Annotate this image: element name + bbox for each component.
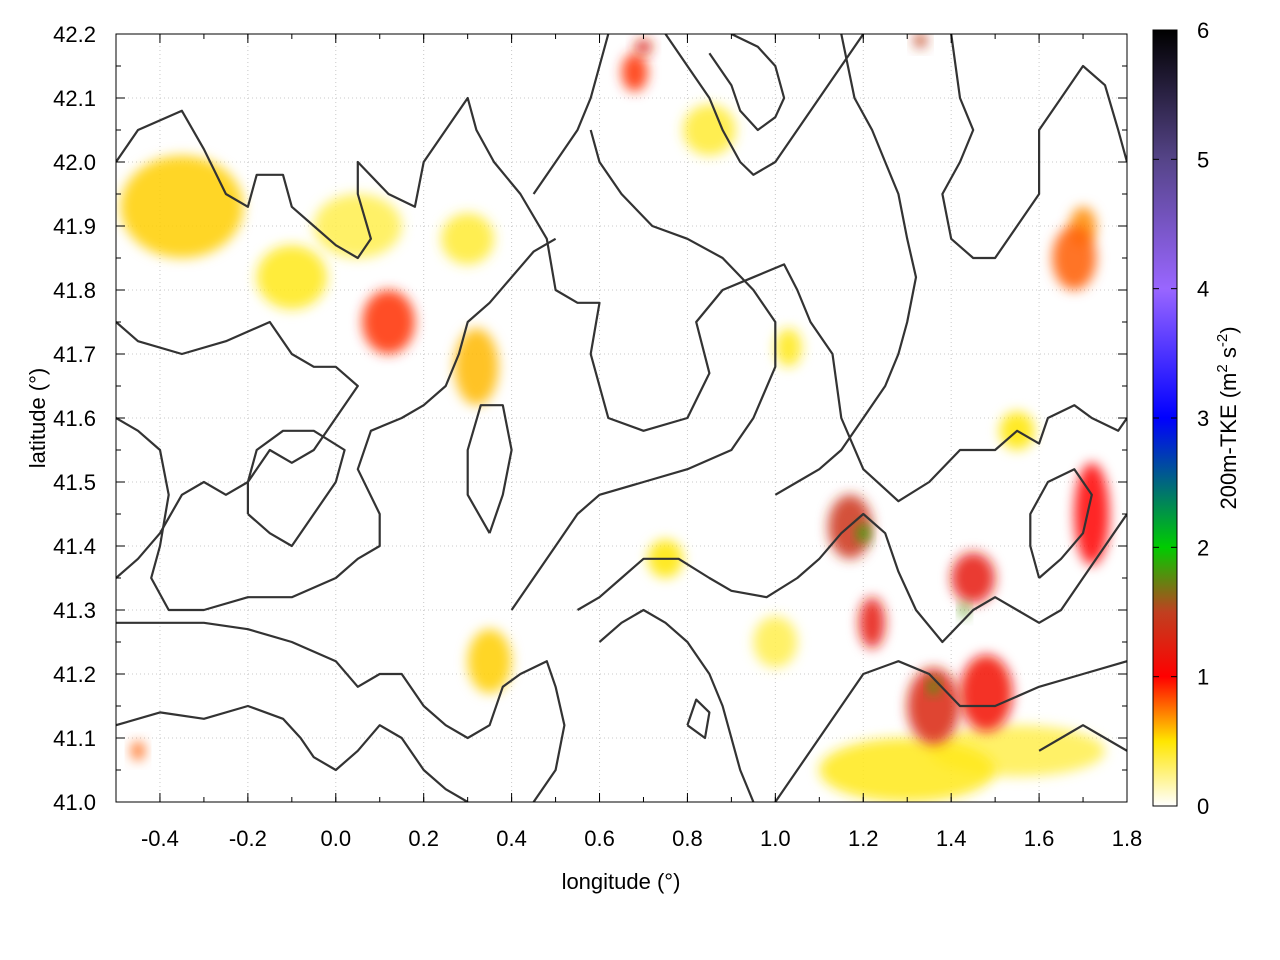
tke-hotspot bbox=[467, 629, 512, 694]
y-tick-label: 41.9 bbox=[53, 214, 96, 239]
tke-hotspot bbox=[928, 679, 939, 695]
tke-hotspot bbox=[959, 602, 969, 618]
colorbar-ticks: 0 1 2 3 4 5 6 bbox=[1153, 18, 1209, 819]
tke-hotspot bbox=[362, 290, 415, 354]
colorbar-label-end: ) bbox=[1216, 326, 1241, 333]
terrain-contour-line bbox=[1029, 468, 1093, 579]
colorbar-tick-label: 4 bbox=[1197, 277, 1209, 302]
tke-hotspot bbox=[256, 245, 327, 310]
tke-hotspot bbox=[753, 616, 798, 668]
tke-hotspot bbox=[856, 523, 870, 543]
colorbar-label-main: 200m-TKE (m bbox=[1216, 373, 1241, 510]
tke-hotspot bbox=[441, 213, 495, 265]
tke-hotspot bbox=[959, 654, 1013, 732]
x-tick-label: -0.2 bbox=[229, 826, 267, 851]
terrain-contours bbox=[116, 34, 1127, 802]
terrain-contour-line bbox=[116, 621, 566, 802]
y-tick-label: 41.1 bbox=[53, 726, 96, 751]
y-tick-label: 41.3 bbox=[53, 598, 96, 623]
terrain-contour-line bbox=[708, 34, 786, 132]
terrain-contour-line bbox=[116, 320, 359, 579]
colorbar-tick-label: 0 bbox=[1197, 794, 1209, 819]
y-axis-label: latitude (°) bbox=[25, 368, 50, 469]
terrain-contour-line bbox=[1038, 724, 1127, 752]
terrain-contour-line bbox=[510, 129, 777, 611]
y-tick-label: 42.1 bbox=[53, 86, 96, 111]
tke-hotspot bbox=[1052, 226, 1097, 290]
tke-hotspot bbox=[858, 597, 886, 649]
tke-hotspot bbox=[120, 155, 244, 258]
terrain-contour-line bbox=[532, 34, 610, 195]
x-tick-label: 0.4 bbox=[496, 826, 527, 851]
terrain-contour-line bbox=[941, 34, 1127, 260]
terrain-contour-line bbox=[774, 660, 1127, 802]
colorbar-label-sup1: 2 bbox=[1214, 364, 1231, 372]
y-tick-label: 42.0 bbox=[53, 150, 96, 175]
tke-hotspot bbox=[913, 34, 927, 49]
x-axis-ticks: -0.4 -0.2 0.0 0.2 0.4 0.6 0.8 1.0 1.2 1.4 1.6 1.8 bbox=[115, 34, 1143, 851]
tke-hotspot bbox=[683, 104, 736, 156]
tke-hotspot bbox=[907, 667, 960, 745]
y-tick-label: 41.6 bbox=[53, 406, 96, 431]
y-tick-label: 41.7 bbox=[53, 342, 96, 367]
x-tick-label: 1.0 bbox=[760, 826, 791, 851]
y-tick-label: 41.0 bbox=[53, 790, 96, 815]
tke-hotspot bbox=[313, 194, 402, 258]
colorbar-tick-label: 6 bbox=[1197, 18, 1209, 43]
colorbar-tick-label: 1 bbox=[1197, 665, 1209, 690]
y-tick-label: 41.2 bbox=[53, 662, 96, 687]
colorbar-tick-label: 3 bbox=[1197, 406, 1209, 431]
terrain-contour-line bbox=[664, 34, 865, 176]
x-tick-label: 0.8 bbox=[672, 826, 703, 851]
terrain-contour-line bbox=[116, 237, 557, 612]
tke-hotspot bbox=[454, 328, 499, 406]
terrain-contour-line bbox=[116, 96, 1127, 503]
x-tick-label: 1.2 bbox=[848, 826, 879, 851]
tke-hotspot bbox=[819, 738, 996, 802]
terrain-contour-line bbox=[246, 429, 346, 548]
terrain-contour-line bbox=[116, 704, 469, 802]
y-tick-label: 42.2 bbox=[53, 22, 96, 47]
tke-hotspot bbox=[951, 552, 996, 604]
tke-hotspot bbox=[634, 39, 653, 55]
terrain-contour-line bbox=[466, 404, 513, 534]
tke-hotspot bbox=[1074, 462, 1110, 566]
x-tick-label: 1.4 bbox=[936, 826, 967, 851]
x-axis-label: longitude (°) bbox=[562, 869, 681, 894]
x-tick-label: -0.4 bbox=[141, 826, 179, 851]
tke-hotspot bbox=[621, 53, 648, 92]
terrain-contour-line bbox=[598, 608, 755, 802]
colorbar-label-mid: s bbox=[1216, 347, 1241, 364]
x-tick-label: 0.2 bbox=[408, 826, 439, 851]
colorbar-tick-label: 5 bbox=[1197, 147, 1209, 172]
terrain-contour-line bbox=[686, 698, 711, 740]
y-tick-label: 41.5 bbox=[53, 470, 96, 495]
y-tick-label: 41.4 bbox=[53, 534, 96, 559]
y-axis-ticks: 41.0 41.1 41.2 41.3 41.4 41.5 41.6 41.7 41.8 41.9… bbox=[53, 22, 1127, 815]
colorbar-label-sup2: -2 bbox=[1214, 334, 1231, 347]
terrain-contour-line bbox=[576, 512, 1127, 644]
y-tick-label: 41.8 bbox=[53, 278, 96, 303]
x-tick-label: 0.0 bbox=[320, 826, 351, 851]
tke-hotspot bbox=[775, 328, 802, 367]
x-tick-label: 0.6 bbox=[584, 826, 615, 851]
terrain-contour-line bbox=[774, 34, 918, 496]
tke-hotspot bbox=[131, 741, 145, 761]
x-tick-label: 1.6 bbox=[1024, 826, 1055, 851]
x-tick-label: 1.8 bbox=[1112, 826, 1143, 851]
colorbar-label: 200m-TKE (m2 s-2) bbox=[1214, 326, 1241, 509]
colorbar-tick-label: 2 bbox=[1197, 535, 1209, 560]
